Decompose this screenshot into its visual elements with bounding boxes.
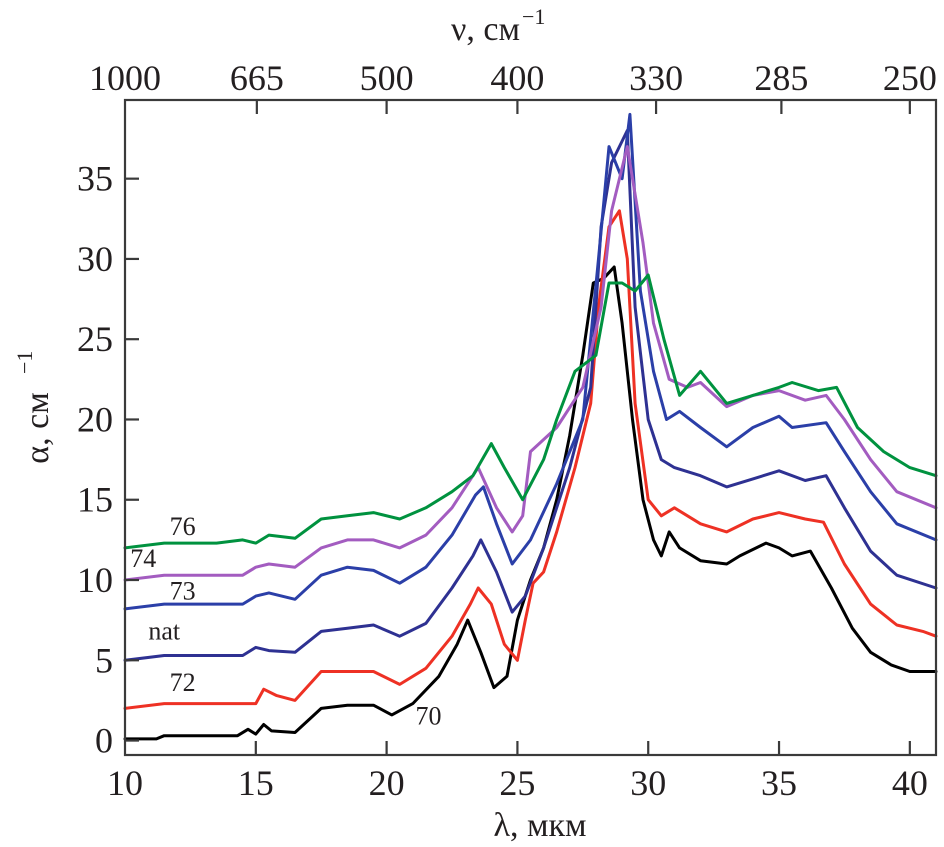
y-tick-label: 10 [77, 560, 113, 600]
x-tick-label: 40 [892, 763, 928, 803]
x2-axis-title-superscript: −1 [522, 4, 545, 29]
y-axis-title-text: α, см [19, 392, 56, 463]
x2-tick-label: 1000 [89, 58, 161, 98]
plot-frame [123, 98, 938, 757]
x2-tick-label: 500 [360, 58, 414, 98]
y-axis-title: α, см −1 [12, 351, 56, 464]
x-axis-title: λ, мкм [493, 807, 586, 844]
y-tick-label: 35 [77, 159, 113, 199]
x-tick-label: 35 [761, 763, 797, 803]
x-tick-label: 30 [630, 763, 666, 803]
y-axis-title-superscript: −1 [12, 351, 37, 374]
x2-tick-label: 250 [883, 58, 937, 98]
series-line-76 [123, 273, 938, 550]
series-line-70 [123, 265, 938, 741]
y-tick-label: 15 [77, 480, 113, 520]
x2-tick-label: 400 [490, 58, 544, 98]
y-tick-label: 30 [77, 239, 113, 279]
series-label-74: 74 [130, 544, 156, 573]
series-label-76: 76 [170, 512, 196, 541]
x2-tick-label: 330 [629, 58, 683, 98]
series-label-73: 73 [170, 576, 196, 605]
y-tick-label: 0 [95, 721, 113, 761]
x2-axis-title-text: ν, см [451, 11, 520, 48]
series-label-70: 70 [416, 702, 442, 731]
x2-tick-label: 285 [754, 58, 808, 98]
x2-tick-label: 665 [230, 58, 284, 98]
x-tick-label: 10 [107, 763, 143, 803]
y-tick-label: 25 [77, 319, 113, 359]
series-line-74 [123, 145, 938, 582]
y-tick-label: 5 [95, 640, 113, 680]
y-tick-label: 20 [77, 399, 113, 439]
series-label-nat: nat [148, 616, 181, 645]
series-line-73 [123, 112, 938, 611]
x-tick-label: 25 [499, 763, 535, 803]
x-tick-label: 15 [238, 763, 274, 803]
x-tick-label: 20 [369, 763, 405, 803]
x2-axis-title: ν, см −1 [451, 4, 545, 48]
series-line-nat [123, 129, 938, 662]
series-layer [123, 112, 938, 741]
series-label-72: 72 [170, 668, 196, 697]
labels-layer: 70 72 nat 73 74 76 [130, 512, 441, 730]
series-line-72 [123, 209, 938, 710]
